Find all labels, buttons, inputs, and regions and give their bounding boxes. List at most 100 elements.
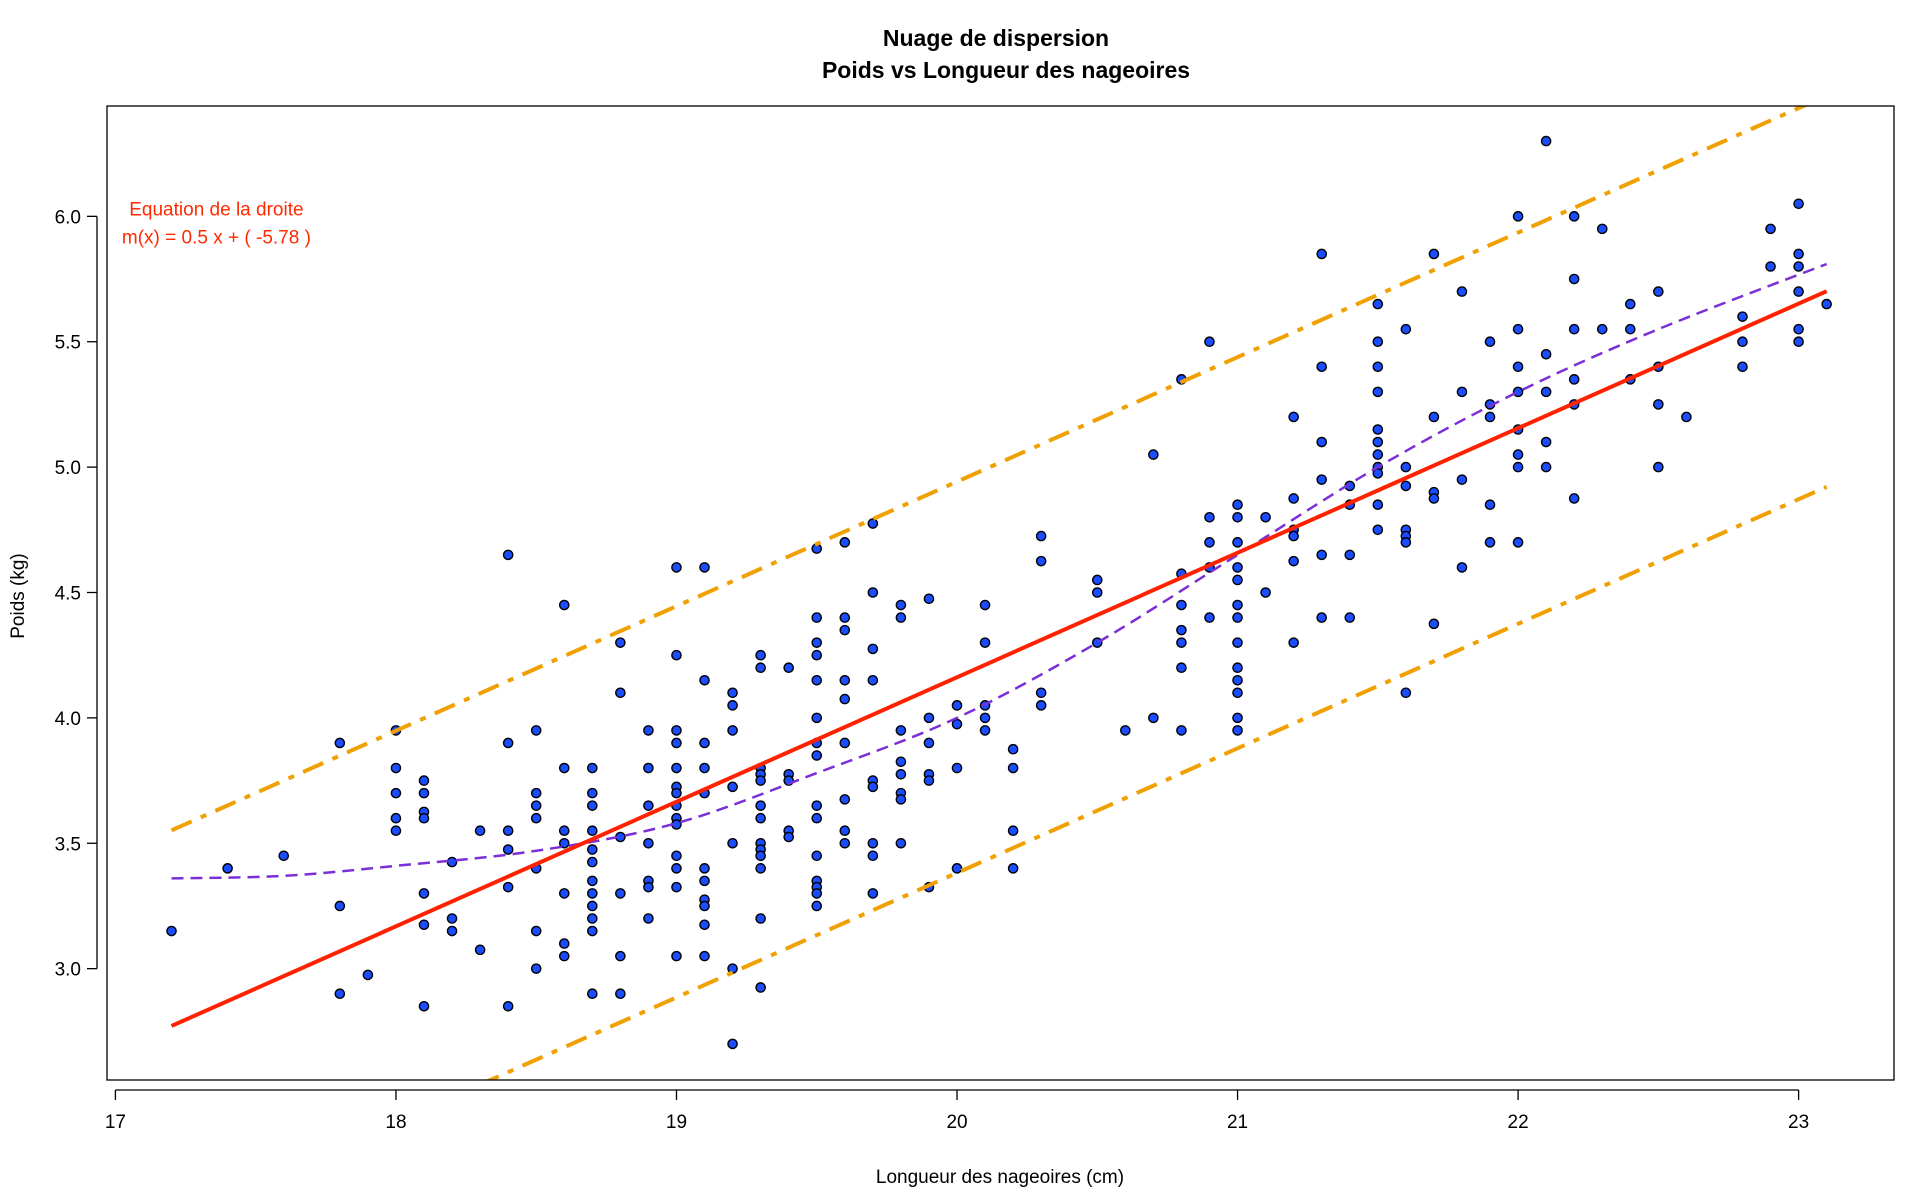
data-point [979,725,991,736]
data-point [755,775,766,786]
data-point [1007,743,1019,755]
data-point [1512,361,1524,373]
data-point [671,863,682,874]
data-point [1653,286,1664,297]
data-point [839,837,851,849]
data-point [811,900,823,912]
data-point [727,837,738,849]
data-point [811,750,823,761]
data-point [1232,725,1243,736]
data-point [1512,386,1524,398]
data-point [1484,336,1496,348]
data-point [1120,725,1131,736]
data-point [1176,599,1187,611]
data-point [1232,612,1243,623]
data-point [755,800,766,811]
data-point [1653,461,1664,473]
data-point [446,913,458,924]
data-point [1765,223,1776,235]
data-point [671,850,682,862]
data-point [558,950,570,962]
data-point [558,888,570,899]
data-point [1035,530,1047,542]
data-point [1400,687,1412,699]
data-point [1288,411,1299,423]
data-point [811,649,823,661]
data-point [839,612,851,623]
data-point [1596,323,1608,335]
data-point [530,812,542,824]
y-axis-label: Poids (kg) [8,553,29,639]
data-point [755,913,766,924]
data-point [671,649,682,661]
data-point [1232,662,1243,674]
data-point [1232,511,1243,523]
data-point [1316,248,1328,260]
data-point [895,794,907,805]
data-point [727,687,738,699]
data-point [839,825,851,837]
data-point [839,693,851,705]
data-point [1540,348,1552,360]
data-point [530,963,542,974]
data-point [1540,461,1552,473]
data-point [1007,863,1019,874]
data-point [1372,436,1384,448]
data-point [811,850,823,862]
data-point [811,812,823,824]
data-point [558,825,570,837]
data-point [587,825,598,837]
chart-title: Nuage de dispersion [883,25,1109,51]
data-point [811,612,823,623]
upper-interval-line [170,106,1809,833]
data-point [895,837,907,849]
data-point [615,950,626,962]
data-point [671,950,682,962]
data-point [1372,524,1384,536]
plot-content [166,106,1832,1080]
data-point [839,624,851,636]
data-point [1428,248,1440,260]
data-point [923,712,935,724]
data-point [1372,386,1384,398]
data-point [587,800,598,811]
data-point [418,919,430,931]
data-point [811,888,823,899]
data-point [1232,637,1243,648]
data-point [615,888,626,899]
data-point [1765,261,1776,272]
data-point [1091,587,1103,598]
data-point [1624,298,1636,310]
data-point [615,637,626,648]
data-point [1821,298,1832,310]
data-point [1372,298,1384,310]
data-point [783,662,794,674]
data-point [923,737,935,749]
data-point [699,919,710,931]
data-point [1596,223,1608,235]
data-point [1568,374,1580,385]
data-point [1456,386,1468,398]
data-point [502,881,514,893]
data-point [390,812,402,824]
data-point [1793,336,1804,348]
data-point [1793,286,1804,297]
data-point [699,562,710,573]
data-point [1456,474,1468,485]
data-point [502,1000,514,1012]
data-point [867,850,879,862]
data-point [1316,474,1328,485]
data-point [587,875,598,887]
data-point [839,537,851,548]
data-point [1484,537,1496,548]
data-point [1540,135,1552,147]
data-point [727,725,738,736]
data-point [1512,449,1524,460]
data-point [587,988,598,1000]
data-point [811,637,823,648]
data-point [1568,323,1580,335]
data-point [1400,323,1412,335]
data-point [1512,461,1524,473]
data-point [1372,499,1384,511]
data-point [755,812,766,824]
